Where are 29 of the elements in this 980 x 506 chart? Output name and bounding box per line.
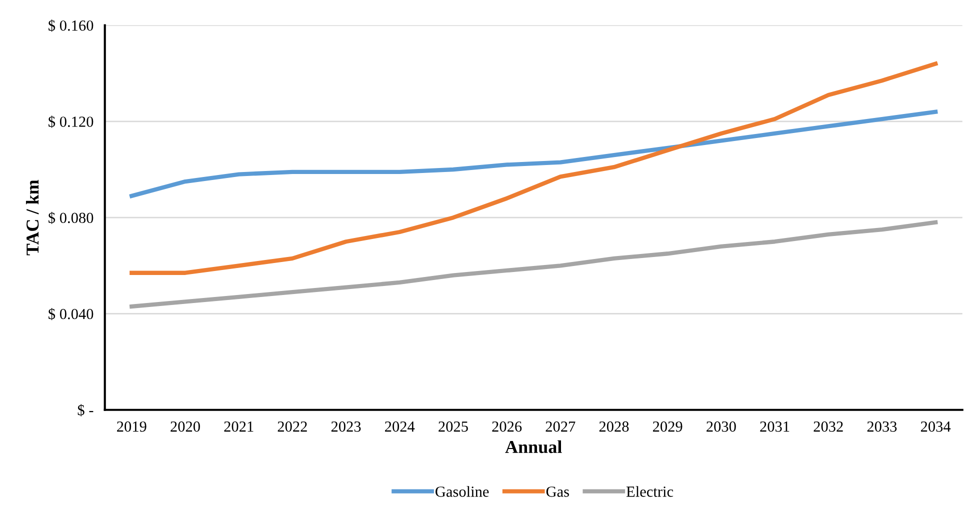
x-tick-label: 2028 (599, 421, 629, 432)
legend-label: Gas (546, 486, 569, 497)
y-tick-label: $ 0.160 (48, 20, 94, 32)
x-tick-label: 2019 (117, 421, 146, 432)
y-tick-label: $ - (78, 404, 94, 416)
x-tick-label: 2027 (546, 421, 576, 432)
line-series (130, 62, 938, 275)
x-tick-label: 2034 (920, 421, 951, 432)
x-tick-label: 2029 (652, 421, 682, 432)
x-tick-label: 2025 (438, 421, 468, 432)
x-tick-label: 2020 (170, 421, 200, 432)
y-tick-label: $ 0.080 (48, 212, 94, 224)
x-tick-label: 2032 (814, 421, 843, 432)
legend-label: Electric (626, 486, 674, 497)
x-tick-label: 2033 (867, 421, 897, 432)
y-tick-label: $ 0.040 (48, 308, 94, 320)
line-series (130, 220, 938, 309)
y-axis-title: TAC / km (26, 180, 39, 256)
x-tick-label: 2031 (760, 421, 790, 432)
x-tick-label: 2022 (278, 421, 307, 432)
x-tick-label: 2023 (331, 421, 361, 432)
line-series (130, 110, 938, 198)
x-axis-title: Annual (505, 440, 562, 454)
x-tick-label: 2024 (385, 421, 415, 432)
y-tick-label: $ 0.120 (48, 116, 94, 128)
legend-label: Gasoline (436, 486, 489, 497)
x-tick-label: 2026 (492, 421, 522, 432)
x-tick-label: 2030 (706, 421, 736, 432)
x-tick-label: 2021 (224, 421, 254, 432)
